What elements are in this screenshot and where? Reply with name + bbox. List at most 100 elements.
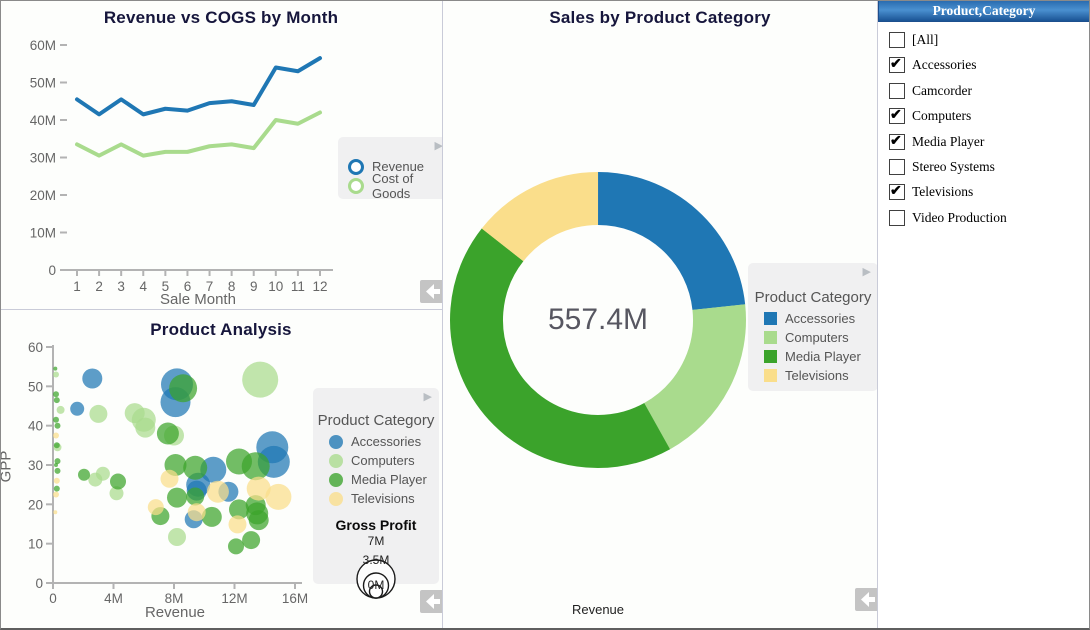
x-tick-label: 8M [165,591,184,606]
bubble-media-player[interactable] [53,366,58,371]
y-tick-label: 10 [28,537,43,552]
donut-legend-title: Product Category [754,289,872,306]
bubble-media-player[interactable] [53,397,60,404]
filter-header: Product,Category [878,0,1090,22]
bubble-accessories[interactable] [82,368,103,389]
legend-dot-swatch [329,434,343,449]
filter-item-televisions: Televisions [878,181,1090,206]
bubble-media-player[interactable] [54,458,61,465]
bubble-media-player[interactable] [78,468,90,481]
bubble-media-player[interactable] [53,391,59,398]
legend-item[interactable]: Computers [313,451,439,470]
bubble-televisions[interactable] [160,469,179,488]
legend-expand-icon[interactable]: ▶ [862,266,871,278]
bubble-accessories[interactable] [70,401,85,416]
bubble-media-player[interactable] [167,487,187,508]
checkbox-checked[interactable] [889,132,905,150]
bubble-media-player[interactable] [54,463,58,467]
bubble-media-player[interactable] [54,422,61,429]
bubble-televisions[interactable] [53,432,59,439]
checkbox-checked[interactable] [889,55,905,74]
line-series-revenue[interactable] [75,56,322,117]
bubble-media-player[interactable] [241,452,270,481]
x-tick-label: 5 [162,279,170,294]
bubble-computers[interactable] [242,361,279,398]
donut-slice-media-player[interactable] [443,155,763,486]
bubble-televisions[interactable] [147,499,164,516]
panel-sales-by-category: Sales by Product Category 557.4M Revenue… [443,0,878,630]
bubble-televisions[interactable] [228,515,247,534]
bubble-televisions[interactable] [187,503,206,522]
checkbox-unchecked[interactable] [889,82,905,99]
bubble-televisions[interactable] [53,477,60,484]
bubble-computers[interactable] [89,404,108,423]
bubble-computers[interactable] [109,486,124,501]
bubble-televisions[interactable] [265,483,292,510]
bubble-media-player[interactable] [228,538,244,555]
checkbox-checked[interactable] [889,182,905,201]
line-legend: ▶ Revenue Cost of Goods [338,137,443,201]
donut-slice-televisions[interactable] [443,149,769,490]
bubble-media-player[interactable] [54,467,61,474]
legend-item[interactable]: Revenue [338,157,442,176]
back-arrow-button[interactable] [855,588,877,611]
bubble-media-player[interactable] [110,473,126,490]
line-series-cost-of-goods[interactable] [75,110,322,158]
legend-item[interactable]: Cost of Goods [338,171,442,201]
bubble-media-player[interactable] [186,487,205,506]
legend-item[interactable]: Media Player [313,470,439,489]
filter-item-stereo-systems: Stereo Systems [878,156,1090,181]
bubble-accessories[interactable] [200,456,227,483]
legend-item[interactable]: Accessories [748,309,877,328]
filter-item-label: Accessories [912,57,977,73]
legend-item-label: Revenue [372,159,425,174]
bubble-computers[interactable] [95,466,110,481]
x-tick-label: 8 [228,279,236,294]
back-arrow-button[interactable] [420,590,442,613]
legend-item[interactable]: Televisions [748,366,877,385]
legend-expand-icon[interactable]: ▶ [434,140,443,152]
size-legend-label: 3.5M [363,553,390,567]
bubble-televisions[interactable] [246,476,271,501]
panel-filter-product-category: Product,Category [All] Accessories Camcord… [878,0,1090,630]
checkbox-unchecked[interactable] [889,158,905,175]
bubble-televisions[interactable] [206,480,229,503]
legend-item[interactable]: Accessories [313,432,439,451]
bubble-computers[interactable] [56,405,65,414]
legend-item[interactable]: Media Player [748,347,877,366]
legend-item-label: Accessories [785,311,856,326]
bubble-computers[interactable] [135,417,156,438]
x-tick-label: 12M [221,591,247,606]
scatter-yaxis-label: GPP [0,450,15,483]
legend-item[interactable]: Televisions [313,489,439,508]
bubble-media-player[interactable] [201,506,222,527]
filter-item-label: Computers [912,108,972,124]
bubble-televisions[interactable] [53,491,59,498]
legend-expand-icon[interactable]: ▶ [423,391,432,403]
legend-item[interactable]: Computers [748,328,877,347]
checkbox-unchecked[interactable] [889,209,905,226]
bubble-media-player[interactable] [53,442,60,449]
bubble-media-player[interactable] [53,416,59,423]
bubble-media-player[interactable] [242,531,261,550]
bubble-media-player[interactable] [183,455,208,480]
y-tick-label: 60 [28,340,43,355]
bubble-media-player[interactable] [229,499,249,520]
bubble-computers[interactable] [168,528,186,546]
size-legend-title: Gross Profit [335,517,417,533]
bubble-media-player[interactable] [156,422,179,445]
x-tick-label: 0 [49,591,57,606]
back-arrow-button[interactable] [420,280,442,303]
bubble-media-player[interactable] [248,510,269,531]
checkbox-unchecked[interactable] [889,32,905,48]
donut-slice-computers[interactable] [450,172,746,468]
scatter-xaxis-label: Revenue [144,604,206,621]
checkbox-checked[interactable] [889,106,905,125]
bubble-televisions[interactable] [53,510,58,515]
bubble-media-player[interactable] [169,374,198,403]
bubble-media-player[interactable] [53,485,60,492]
y-tick-label: 50M [30,76,56,91]
legend-item-label: Televisions [785,368,849,383]
bubble-computers[interactable] [53,371,59,378]
